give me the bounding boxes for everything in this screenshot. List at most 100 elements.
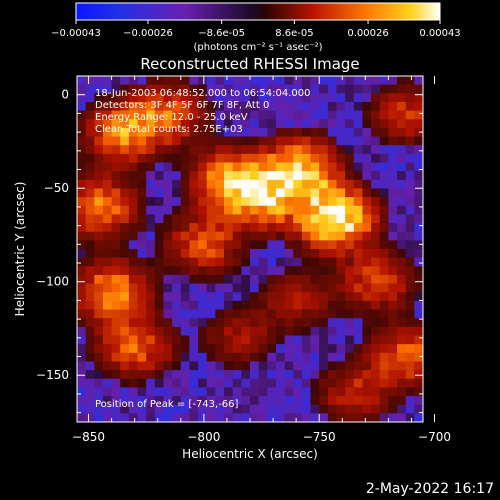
heatmap-cell bbox=[293, 240, 303, 250]
heatmap-cell bbox=[102, 223, 113, 233]
heatmap-cell bbox=[241, 76, 251, 86]
heatmap-cell bbox=[293, 318, 303, 328]
heatmap-cell bbox=[293, 145, 303, 155]
heatmap-cell bbox=[172, 101, 182, 112]
heatmap-cell bbox=[371, 370, 381, 380]
heatmap-cell bbox=[345, 214, 355, 224]
heatmap-cell bbox=[180, 396, 191, 406]
heatmap-cell bbox=[258, 413, 268, 422]
heatmap-cell bbox=[414, 257, 423, 267]
heatmap-cell bbox=[189, 283, 199, 293]
heatmap-cell bbox=[362, 352, 372, 363]
heatmap-cell bbox=[284, 205, 294, 215]
heatmap-cell bbox=[345, 84, 355, 94]
heatmap-cell bbox=[327, 214, 338, 224]
heatmap-cell bbox=[258, 404, 268, 414]
heatmap-cell bbox=[319, 283, 329, 293]
heatmap-cell bbox=[111, 292, 121, 302]
heatmap-cell bbox=[345, 188, 355, 198]
heatmap-cell bbox=[224, 240, 234, 250]
heatmap-cell bbox=[301, 344, 312, 354]
heatmap-cell bbox=[215, 84, 225, 94]
heatmap-cell bbox=[353, 205, 364, 215]
heatmap-cell bbox=[301, 101, 312, 112]
heatmap-cell bbox=[163, 378, 173, 388]
annotation-line: 18-Jun-2003 06:48:52.000 to 06:54:04.000 bbox=[95, 88, 311, 99]
heatmap-cell bbox=[345, 300, 355, 311]
heatmap-cell bbox=[327, 101, 338, 112]
heatmap-cell bbox=[371, 300, 381, 311]
heatmap-cell bbox=[250, 413, 260, 422]
heatmap-cell bbox=[310, 396, 320, 406]
heatmap-cell bbox=[353, 370, 364, 380]
heatmap-cell bbox=[232, 318, 242, 328]
heatmap-cell bbox=[180, 76, 191, 86]
heatmap-cell bbox=[111, 93, 121, 103]
heatmap-cell bbox=[128, 179, 139, 190]
heatmap-cell bbox=[275, 214, 286, 224]
heatmap-cell bbox=[85, 84, 95, 94]
heatmap-cell bbox=[284, 283, 294, 293]
heatmap-cell bbox=[102, 76, 113, 86]
heatmap-cell bbox=[319, 179, 329, 190]
heatmap-cell bbox=[128, 127, 139, 138]
heatmap-cell bbox=[405, 387, 415, 397]
heatmap-cell bbox=[371, 404, 381, 414]
heatmap-cell bbox=[232, 266, 242, 276]
heatmap-cell bbox=[146, 197, 156, 207]
heatmap-cell bbox=[85, 249, 95, 259]
heatmap-cell bbox=[319, 361, 329, 371]
heatmap-cell bbox=[137, 223, 147, 233]
heatmap-cell bbox=[146, 396, 156, 406]
heatmap-cell bbox=[319, 240, 329, 250]
heatmap-cell bbox=[111, 101, 121, 112]
heatmap-cell bbox=[362, 344, 372, 354]
heatmap-cell bbox=[293, 127, 303, 138]
heatmap-cell bbox=[258, 335, 268, 345]
heatmap-cell bbox=[301, 396, 312, 406]
heatmap-cell bbox=[345, 153, 355, 164]
heatmap-cell bbox=[85, 283, 95, 293]
heatmap-cell bbox=[301, 335, 312, 345]
heatmap-cell bbox=[293, 266, 303, 276]
heatmap-cell bbox=[258, 214, 268, 224]
heatmap-cell bbox=[275, 205, 286, 215]
heatmap-cell bbox=[336, 370, 346, 380]
heatmap-cell bbox=[258, 274, 268, 285]
heatmap-cell bbox=[275, 197, 286, 207]
heatmap-cell bbox=[85, 162, 95, 172]
heatmap-cell bbox=[128, 352, 139, 363]
heatmap-cell bbox=[146, 283, 156, 293]
heatmap-cell bbox=[258, 344, 268, 354]
heatmap-cell bbox=[94, 292, 104, 302]
heatmap-cell bbox=[189, 396, 199, 406]
heatmap-cell bbox=[379, 370, 389, 380]
heatmap-cell bbox=[232, 283, 242, 293]
heatmap-cell bbox=[379, 257, 389, 267]
heatmap-cell bbox=[362, 231, 372, 241]
heatmap-cell bbox=[284, 171, 294, 181]
heatmap-cell bbox=[258, 378, 268, 388]
heatmap-cell bbox=[414, 136, 423, 146]
heatmap-cell bbox=[206, 205, 216, 215]
heatmap-cell bbox=[154, 352, 165, 363]
heatmap-cell bbox=[85, 309, 95, 319]
heatmap-cell bbox=[284, 361, 294, 371]
heatmap-cell bbox=[128, 413, 139, 422]
heatmap-cell bbox=[397, 361, 407, 371]
heatmap-cell bbox=[241, 257, 251, 267]
heatmap-cell bbox=[94, 162, 104, 172]
heatmap-cell bbox=[267, 240, 277, 250]
heatmap-cell bbox=[258, 266, 268, 276]
heatmap-cell bbox=[319, 162, 329, 172]
heatmap-cell bbox=[111, 370, 121, 380]
heatmap-cell bbox=[388, 292, 398, 302]
heatmap-cell bbox=[146, 171, 156, 181]
heatmap-cell bbox=[345, 171, 355, 181]
heatmap-cell bbox=[77, 205, 87, 215]
heatmap-cell bbox=[414, 300, 423, 311]
heatmap-cell bbox=[128, 344, 139, 354]
heatmap-cell bbox=[206, 214, 216, 224]
heatmap-cell bbox=[94, 309, 104, 319]
heatmap-cell bbox=[172, 266, 182, 276]
